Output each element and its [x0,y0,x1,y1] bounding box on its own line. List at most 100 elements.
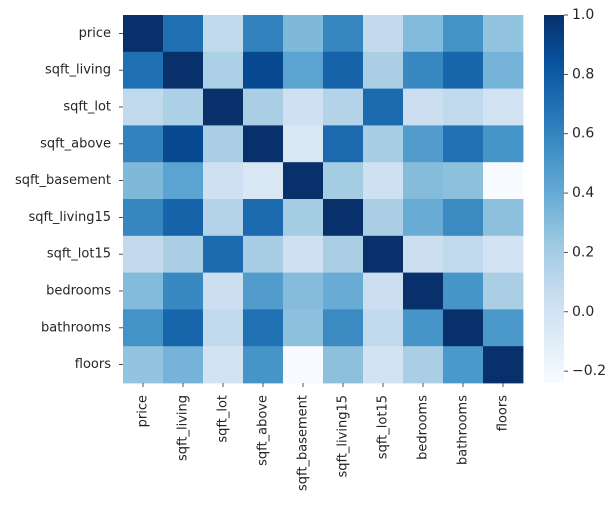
heatmap-cell-sqft_lot15-bathrooms [443,235,484,273]
heatmap-cell-price-sqft_lot [203,15,244,53]
heatmap-cell-sqft_lot15-sqft_living [163,235,204,273]
heatmap-cell-bedrooms-sqft_lot [203,272,244,310]
y-tick-label-bathrooms: bathrooms [41,320,111,335]
heatmap-cell-bathrooms-floors [483,309,524,347]
heatmap-cell-price-sqft_living [163,15,204,53]
heatmap-cell-sqft_living-sqft_lot15 [363,51,404,89]
x-tick-label-sqft_lot15: sqft_lot15 [376,395,391,459]
heatmap-cell-sqft_basement-floors [483,162,524,200]
heatmap-cell-bedrooms-floors [483,272,524,310]
heatmap-cell-bedrooms-sqft_above [243,272,284,310]
heatmap-cell-bathrooms-sqft_lot15 [363,309,404,347]
y-tick-label-sqft_living15: sqft_living15 [28,210,111,225]
heatmap-cell-price-sqft_living15 [323,15,364,53]
x-tick-label-sqft_living15: sqft_living15 [336,395,351,478]
heatmap-cell-floors-price [123,346,164,384]
heatmap-cell-bathrooms-bathrooms [443,309,484,347]
heatmap-cell-sqft_lot15-bedrooms [403,235,444,273]
heatmap-cell-bedrooms-sqft_living [163,272,204,310]
heatmap-cell-sqft_living-floors [483,51,524,89]
heatmap-cell-sqft_lot-price [123,88,164,126]
x-tick-label-sqft_living: sqft_living [176,395,191,461]
colorbar: 1.0 0.8 0.6 0.4 0.2 0.0 −0.2 [544,7,606,383]
heatmap-cell-bedrooms-bedrooms [403,272,444,310]
heatmap-cells [123,15,524,384]
heatmap-cell-floors-sqft_lot15 [363,346,404,384]
heatmap-cell-floors-floors [483,346,524,384]
heatmap-cell-sqft_living15-bathrooms [443,199,484,237]
heatmap-cell-sqft_basement-sqft_above [243,162,284,200]
y-tick-label-sqft_basement: sqft_basement [15,173,111,188]
x-tick-label-sqft_above: sqft_above [256,395,271,466]
heatmap-cell-bathrooms-sqft_living [163,309,204,347]
heatmap-cell-sqft_lot15-sqft_lot [203,235,244,273]
heatmap-cell-sqft_above-sqft_lot15 [363,125,404,163]
heatmap-cell-sqft_living-sqft_living15 [323,51,364,89]
heatmap-cell-sqft_basement-bathrooms [443,162,484,200]
heatmap-cell-sqft_living15-bedrooms [403,199,444,237]
heatmap-cell-sqft_above-sqft_living15 [323,125,364,163]
heatmap-cell-sqft_above-sqft_above [243,125,284,163]
y-tick-label-price: price [79,26,111,41]
heatmap-cell-bedrooms-sqft_basement [283,272,324,310]
x-tick-label-floors: floors [496,395,511,431]
heatmap-cell-sqft_lot15-sqft_lot15 [363,235,404,273]
heatmap-cell-bedrooms-sqft_living15 [323,272,364,310]
heatmap-cell-sqft_lot15-floors [483,235,524,273]
y-tick-label-sqft_living: sqft_living [45,63,111,78]
heatmap-cell-sqft_above-bathrooms [443,125,484,163]
heatmap-cell-sqft_living15-sqft_above [243,199,284,237]
colorbar-tick-label: 0.4 [572,185,594,201]
heatmap-cell-sqft_living15-sqft_basement [283,199,324,237]
colorbar-tick-label: 0.0 [572,304,594,320]
heatmap-cell-floors-sqft_above [243,346,284,384]
heatmap-cell-floors-sqft_living [163,346,204,384]
heatmap-cell-sqft_above-price [123,125,164,163]
x-tick-label-sqft_lot: sqft_lot [216,395,231,443]
heatmap-cell-sqft_basement-sqft_lot [203,162,244,200]
heatmap-cell-sqft_above-sqft_living [163,125,204,163]
heatmap-cell-sqft_lot15-price [123,235,164,273]
x-tick-label-price: price [136,395,151,427]
heatmap-cell-sqft_lot-sqft_lot [203,88,244,126]
y-tick-label-floors: floors [75,357,111,372]
heatmap-cell-sqft_lot-floors [483,88,524,126]
colorbar-tick-label: 0.8 [572,66,594,82]
heatmap-cell-sqft_living-sqft_lot [203,51,244,89]
heatmap-cell-sqft_living15-sqft_lot [203,199,244,237]
heatmap-cell-floors-sqft_basement [283,346,324,384]
heatmap-cell-sqft_basement-sqft_living15 [323,162,364,200]
heatmap-cell-bedrooms-bathrooms [443,272,484,310]
heatmap-cell-sqft_above-sqft_lot [203,125,244,163]
heatmap-cell-sqft_lot15-sqft_basement [283,235,324,273]
y-axis-tick-labels: price sqft_living sqft_lot sqft_above sqft_b… [15,26,123,372]
heatmap-cell-bathrooms-price [123,309,164,347]
colorbar-tick-label: 1.0 [572,7,594,23]
heatmap-cell-bathrooms-sqft_lot [203,309,244,347]
heatmap-cell-sqft_above-floors [483,125,524,163]
heatmap-cell-sqft_living15-sqft_living15 [323,199,364,237]
y-tick-label-bedrooms: bedrooms [46,284,111,299]
heatmap-cell-bathrooms-sqft_above [243,309,284,347]
x-axis-tick-labels: price sqft_living sqft_lot sqft_above sqft_b… [136,383,511,491]
heatmap-cell-price-bedrooms [403,15,444,53]
heatmap-cell-floors-bathrooms [443,346,484,384]
heatmap-cell-sqft_living15-price [123,199,164,237]
heatmap-cell-sqft_lot-sqft_living15 [323,88,364,126]
heatmap-cell-sqft_living-bathrooms [443,51,484,89]
heatmap-cell-floors-sqft_lot [203,346,244,384]
heatmap-cell-bathrooms-sqft_living15 [323,309,364,347]
colorbar-gradient [544,15,564,383]
heatmap-cell-sqft_living-sqft_above [243,51,284,89]
heatmap-cell-price-sqft_basement [283,15,324,53]
heatmap-cell-sqft_living15-sqft_lot15 [363,199,404,237]
heatmap-cell-price-sqft_lot15 [363,15,404,53]
heatmap-cell-bathrooms-sqft_basement [283,309,324,347]
heatmap-cell-sqft_lot-sqft_lot15 [363,88,404,126]
heatmap-cell-sqft_lot15-sqft_living15 [323,235,364,273]
heatmap-cell-sqft_basement-bedrooms [403,162,444,200]
colorbar-tick-label: 0.2 [572,244,594,260]
heatmap-cell-bathrooms-bedrooms [403,309,444,347]
x-tick-label-bathrooms: bathrooms [456,395,471,465]
